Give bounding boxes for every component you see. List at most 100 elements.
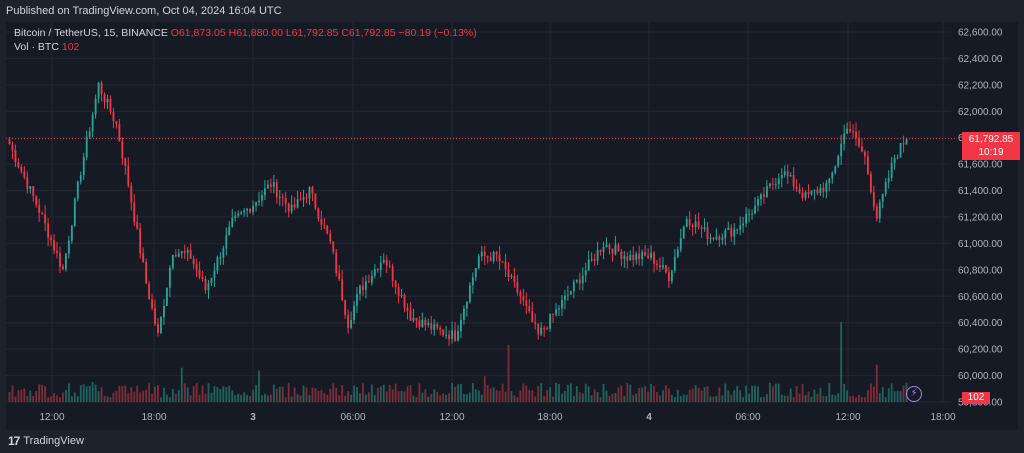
footer: 17 TradingView bbox=[0, 430, 1024, 453]
candle-body bbox=[38, 204, 41, 213]
volume-bar bbox=[136, 385, 139, 402]
volume-bar bbox=[483, 376, 486, 402]
y-tick-label: 61,400.00 bbox=[958, 186, 1003, 197]
volume-bar bbox=[525, 385, 528, 402]
candle-body bbox=[299, 199, 302, 201]
volume-bar bbox=[685, 394, 688, 402]
volume-bar bbox=[477, 390, 480, 402]
candle-body bbox=[602, 246, 605, 252]
volume-bar bbox=[555, 382, 557, 402]
volume-bar bbox=[869, 383, 872, 402]
y-tick-label: 60,000.00 bbox=[958, 371, 1003, 382]
volume-bar bbox=[442, 393, 445, 402]
candle-body bbox=[489, 257, 492, 262]
volume-bar bbox=[673, 397, 676, 402]
volume-bar bbox=[816, 393, 819, 402]
volume-bar bbox=[546, 389, 549, 402]
volume-bar bbox=[44, 386, 47, 402]
volume-bar bbox=[531, 390, 534, 402]
volume-bar bbox=[278, 386, 281, 402]
volume-bar bbox=[302, 385, 305, 402]
x-tick-label: 3 bbox=[250, 412, 256, 423]
volume-bar bbox=[451, 382, 453, 402]
candle-body bbox=[163, 305, 165, 317]
candle-body bbox=[97, 82, 100, 99]
candle-body bbox=[216, 257, 219, 271]
volume-bar bbox=[774, 383, 777, 402]
candle-body bbox=[575, 279, 578, 282]
candle-body bbox=[834, 166, 837, 173]
volume-bar bbox=[118, 385, 121, 402]
candle-body bbox=[62, 266, 64, 270]
volume-bar bbox=[362, 383, 364, 402]
volume-bar bbox=[682, 394, 685, 402]
volume-bar bbox=[893, 391, 896, 402]
volume-bar bbox=[846, 390, 849, 402]
volume-bar bbox=[890, 383, 893, 402]
volume-bar bbox=[299, 395, 302, 402]
volume-bar bbox=[457, 384, 459, 402]
candle-body bbox=[44, 214, 47, 224]
y-tick-label: 60,600.00 bbox=[958, 292, 1003, 303]
volume-bar bbox=[240, 394, 243, 402]
volume-bar bbox=[789, 388, 792, 402]
volume-bar bbox=[192, 386, 195, 402]
candle-body bbox=[659, 265, 661, 268]
candle-body bbox=[246, 208, 249, 211]
candle-body bbox=[293, 204, 296, 208]
lightning-icon[interactable]: ⚡ bbox=[906, 386, 922, 402]
candle-body bbox=[647, 255, 650, 258]
candle-body bbox=[67, 240, 70, 254]
candle-body bbox=[94, 98, 97, 115]
candle-body bbox=[564, 295, 566, 300]
volume-bar bbox=[213, 386, 216, 402]
volume-bar bbox=[79, 385, 82, 402]
volume-bar bbox=[264, 393, 266, 402]
candle-body bbox=[207, 283, 210, 291]
candle-body bbox=[861, 146, 863, 152]
volume-bar bbox=[255, 384, 257, 402]
candle-body bbox=[662, 265, 664, 268]
volume-bar bbox=[507, 344, 510, 402]
volume-bar bbox=[647, 391, 650, 402]
candle-body bbox=[549, 313, 551, 329]
candle-body bbox=[133, 202, 136, 222]
chart-area[interactable]: 62,600.0062,400.0062,200.0062,000.0061,8… bbox=[6, 22, 1020, 430]
candle-body bbox=[382, 259, 385, 263]
y-tick-label: 62,600.00 bbox=[958, 28, 1003, 39]
candle-body bbox=[341, 279, 344, 301]
candle-body bbox=[290, 204, 293, 212]
candle-body bbox=[332, 241, 335, 253]
volume-bar bbox=[629, 384, 632, 402]
volume-bar bbox=[828, 383, 831, 402]
candlestick-chart[interactable]: 62,600.0062,400.0062,200.0062,000.0061,8… bbox=[6, 22, 1018, 430]
current-price-tag: 61,792.85 10:19 bbox=[962, 131, 1020, 160]
volume-bar bbox=[266, 395, 269, 402]
candle-body bbox=[825, 183, 828, 192]
volume-bar bbox=[771, 386, 774, 402]
candle-body bbox=[840, 143, 843, 157]
candle-body bbox=[406, 307, 409, 311]
volume-bar bbox=[697, 387, 700, 402]
volume-bar bbox=[106, 396, 109, 402]
candle-body bbox=[275, 182, 278, 198]
volume-bar bbox=[745, 385, 748, 402]
candle-body bbox=[391, 266, 394, 281]
volume-bar bbox=[246, 394, 249, 402]
volume-bar bbox=[872, 386, 875, 402]
volume-bar bbox=[760, 397, 762, 402]
bar-countdown: 10:19 bbox=[978, 146, 1004, 158]
candle-body bbox=[754, 205, 756, 214]
volume-bar bbox=[76, 395, 79, 402]
volume-bar bbox=[121, 386, 124, 402]
candle-body bbox=[733, 229, 736, 237]
candle-body bbox=[492, 251, 495, 262]
volume-bar bbox=[887, 388, 890, 402]
candle-body bbox=[186, 250, 189, 253]
candle-body bbox=[605, 244, 608, 247]
volume-bar bbox=[460, 383, 462, 402]
candle-body bbox=[893, 158, 896, 164]
volume-bar bbox=[163, 387, 165, 402]
tradingview-brand[interactable]: 17 TradingView bbox=[8, 430, 84, 453]
volume-bar bbox=[344, 395, 347, 402]
